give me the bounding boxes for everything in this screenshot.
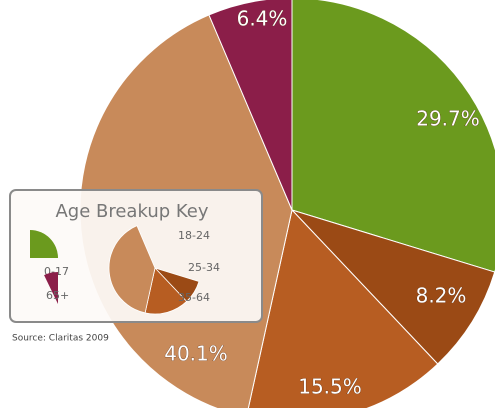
data-label: 6.4% — [237, 7, 288, 31]
source: Source: Claritas 2009 — [12, 334, 109, 344]
legend-label: 25-34 — [188, 261, 220, 274]
legend-title: Age Breakup Key — [55, 201, 208, 222]
pie-slice — [291, 0, 495, 273]
data-label: 40.1% — [164, 342, 228, 366]
pie-slice — [247, 208, 439, 408]
data-label: 8.2% — [416, 284, 467, 308]
legend-label: 65+ — [46, 289, 69, 302]
legend-label: 18-24 — [178, 229, 210, 242]
pie-slice — [290, 208, 495, 365]
data-label: 29.7% — [416, 107, 480, 131]
legend-swatch — [108, 225, 156, 314]
data-label: 15.5% — [298, 375, 362, 399]
legend-label: 35-64 — [178, 291, 210, 304]
legend-swatch — [30, 230, 58, 258]
legend-swatch — [44, 272, 58, 304]
pie-slice — [208, 0, 293, 211]
